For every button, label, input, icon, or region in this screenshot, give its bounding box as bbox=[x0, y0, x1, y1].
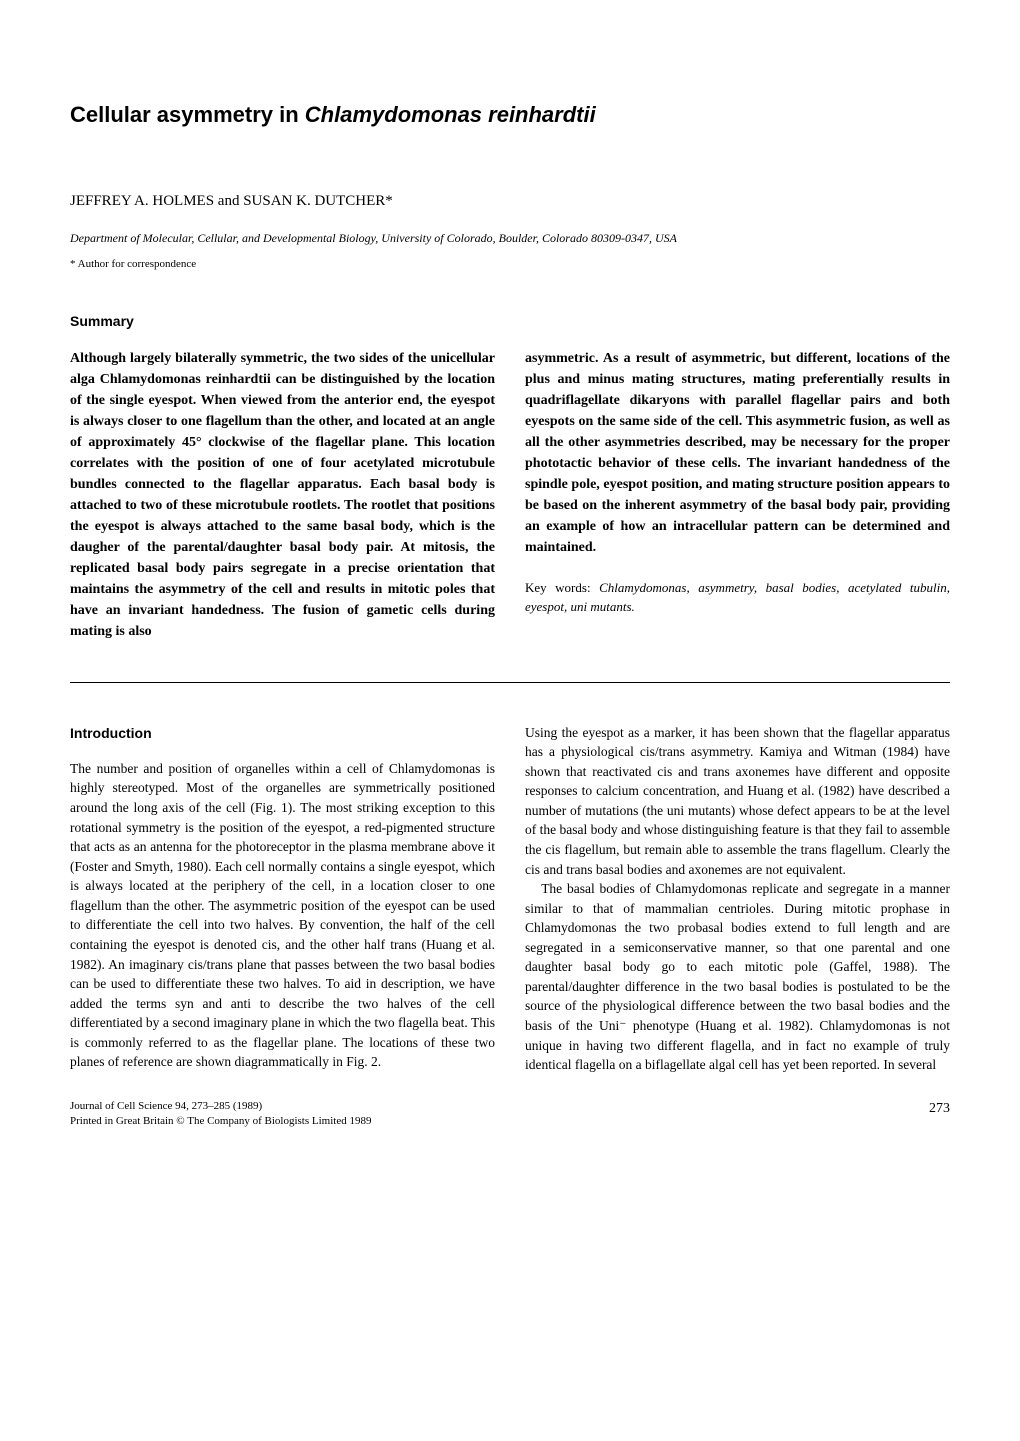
keywords: Key words: Chlamydomonas, asymmetry, bas… bbox=[525, 578, 950, 617]
summary-right-column: asymmetric. As a result of asymmetric, b… bbox=[525, 348, 950, 642]
introduction-heading: Introduction bbox=[70, 723, 495, 743]
corresponding-author-note: * Author for correspondence bbox=[70, 257, 950, 272]
summary-left-column: Although largely bilaterally symmetric, … bbox=[70, 348, 495, 642]
page-number: 273 bbox=[929, 1099, 950, 1130]
intro-right-paragraph-1: Using the eyespot as a marker, it has be… bbox=[525, 723, 950, 880]
introduction-section: Introduction The number and position of … bbox=[70, 723, 950, 1075]
intro-left-column: Introduction The number and position of … bbox=[70, 723, 495, 1075]
keywords-label: Key words: bbox=[525, 580, 599, 595]
section-divider bbox=[70, 682, 950, 683]
summary-heading: Summary bbox=[70, 312, 950, 332]
title-species: Chlamydomonas reinhardtii bbox=[305, 102, 596, 127]
introduction-columns: Introduction The number and position of … bbox=[70, 723, 950, 1075]
journal-citation: Journal of Cell Science 94, 273–285 (198… bbox=[70, 1099, 371, 1114]
authors: JEFFREY A. HOLMES and SUSAN K. DUTCHER* bbox=[70, 191, 950, 212]
intro-right-paragraph-2: The basal bodies of Chlamydomonas replic… bbox=[525, 879, 950, 1075]
page-footer: Journal of Cell Science 94, 273–285 (198… bbox=[70, 1099, 950, 1130]
affiliation: Department of Molecular, Cellular, and D… bbox=[70, 230, 950, 247]
title-text: Cellular asymmetry in bbox=[70, 102, 305, 127]
summary-section: Summary Although largely bilaterally sym… bbox=[70, 312, 950, 642]
intro-left-paragraph-1: The number and position of organelles wi… bbox=[70, 759, 495, 1072]
summary-columns: Although largely bilaterally symmetric, … bbox=[70, 348, 950, 642]
intro-right-column: Using the eyespot as a marker, it has be… bbox=[525, 723, 950, 1075]
summary-right-text: asymmetric. As a result of asymmetric, b… bbox=[525, 348, 950, 558]
journal-info: Journal of Cell Science 94, 273–285 (198… bbox=[70, 1099, 371, 1130]
copyright-line: Printed in Great Britain © The Company o… bbox=[70, 1114, 371, 1129]
article-title: Cellular asymmetry in Chlamydomonas rein… bbox=[70, 100, 950, 131]
